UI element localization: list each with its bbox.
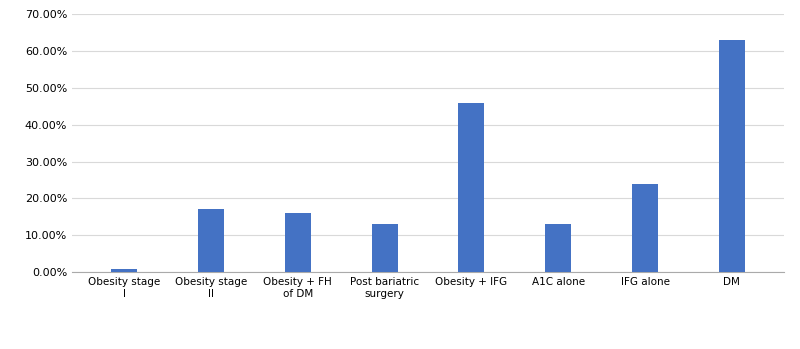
Bar bbox=[632, 184, 658, 272]
Bar bbox=[719, 40, 745, 272]
Bar bbox=[371, 224, 398, 272]
Bar bbox=[111, 268, 137, 272]
Bar bbox=[285, 213, 310, 272]
Bar bbox=[198, 209, 224, 272]
Bar bbox=[546, 224, 571, 272]
Bar bbox=[458, 103, 485, 272]
